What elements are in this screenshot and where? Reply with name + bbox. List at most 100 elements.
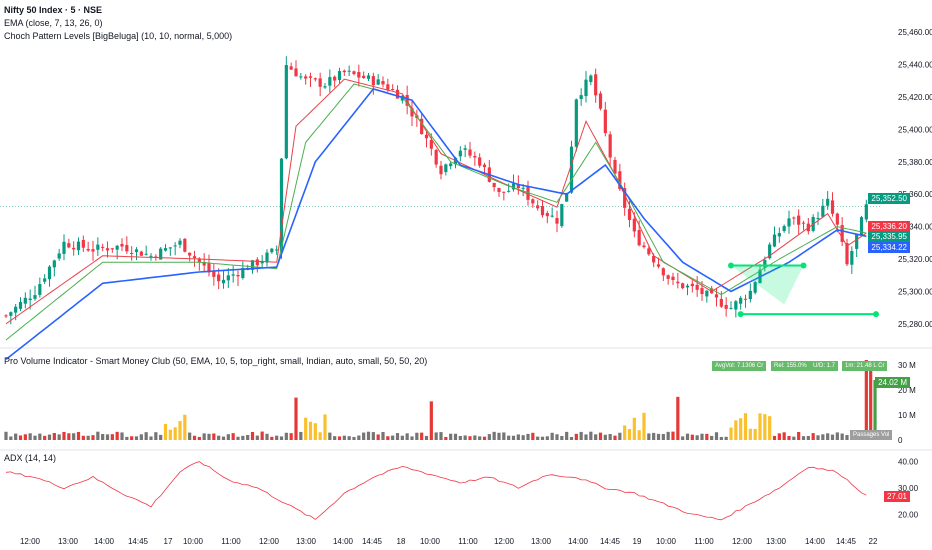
volume-bar — [734, 420, 738, 440]
volume-bar — [255, 435, 259, 440]
volume-bar — [231, 433, 235, 440]
candle — [565, 192, 569, 202]
candle — [76, 241, 81, 251]
volume-bar — [163, 423, 168, 440]
volume-bar — [96, 431, 100, 440]
volume-pane[interactable] — [4, 360, 877, 440]
candle — [304, 76, 308, 79]
volume-bar — [676, 396, 680, 440]
volume-bar — [521, 435, 525, 440]
volume-bar — [569, 436, 574, 440]
candle — [265, 252, 269, 263]
volume-bar — [33, 435, 37, 440]
candle — [207, 263, 211, 273]
candle — [714, 294, 719, 298]
volume-bar — [139, 434, 143, 440]
volume-bar — [376, 434, 380, 440]
candle — [434, 149, 438, 165]
time-axis-tick: 12:00 — [732, 537, 753, 546]
candle — [816, 217, 820, 219]
volume-bar — [797, 431, 801, 440]
candle — [656, 264, 661, 267]
price-axis-tick: 25,280.00 — [898, 320, 932, 329]
volume-bar — [357, 435, 361, 440]
volume-bar — [758, 413, 762, 440]
candle — [743, 298, 748, 300]
volume-bar — [420, 432, 424, 440]
candle — [323, 86, 327, 88]
volume-bar — [666, 431, 670, 440]
adx-badge: 27.01 — [883, 491, 910, 502]
volume-bar — [14, 433, 18, 440]
candle — [134, 249, 139, 253]
volume-bar — [777, 433, 781, 440]
candle — [787, 218, 791, 227]
candle — [681, 283, 685, 289]
candle — [212, 271, 216, 277]
volume-bar — [125, 436, 129, 440]
price-axis-tick: 25,400.00 — [898, 125, 932, 134]
volume-bar — [134, 436, 139, 440]
time-axis-tick: 14:45 — [362, 537, 383, 546]
volume-bar — [23, 434, 27, 440]
ema-slow-badge: 25,334.22 — [868, 242, 910, 253]
volume-bar — [768, 416, 772, 440]
candle — [391, 88, 395, 90]
volume-bar — [43, 435, 47, 440]
ema-legend[interactable]: EMA (close, 7, 13, 26, 0) — [4, 18, 103, 28]
volume-bar — [690, 434, 694, 440]
candle — [550, 215, 554, 217]
adx-pane[interactable] — [5, 461, 867, 521]
volume-bar — [637, 430, 641, 440]
volume-bar — [192, 435, 197, 440]
volume-bar — [284, 432, 288, 440]
candle — [521, 187, 525, 189]
candle — [120, 243, 124, 247]
candle — [279, 158, 284, 252]
volume-bar — [826, 433, 830, 440]
candle — [270, 248, 274, 253]
candle — [424, 134, 429, 139]
volume-bar — [304, 417, 308, 440]
candle — [47, 266, 52, 280]
candle — [192, 256, 197, 258]
ema-mid-badge: 25,335.95 — [868, 231, 910, 242]
candle — [850, 251, 854, 265]
candle — [347, 70, 351, 72]
choch-legend[interactable]: Choch Pattern Levels [BigBeluga] (10, 10… — [4, 31, 233, 41]
candle — [62, 241, 66, 254]
volume-bar — [371, 432, 375, 440]
vol-table-ud: U/D: 1.7 — [810, 361, 839, 371]
candle — [236, 275, 240, 277]
volume-bar — [188, 432, 192, 440]
volume-axis-tick: 30 M — [898, 361, 916, 370]
candle — [9, 312, 13, 316]
candle — [371, 76, 375, 86]
candle — [478, 157, 482, 166]
volume-bar — [613, 435, 617, 440]
volume-bar — [647, 433, 651, 440]
candle — [584, 79, 588, 97]
choch-levels — [728, 262, 879, 318]
time-axis-tick: 14:45 — [128, 537, 149, 546]
candle — [275, 249, 279, 251]
volume-bar — [840, 433, 844, 440]
volume-bar — [168, 429, 172, 440]
volume-indicator-legend[interactable]: Pro Volume Indicator - Smart Money Club … — [4, 356, 428, 366]
volume-bar — [608, 433, 612, 440]
volume-bar — [763, 414, 767, 440]
volume-bar — [623, 425, 627, 440]
candle — [671, 276, 675, 280]
adx-legend[interactable]: ADX (14, 14) — [4, 453, 57, 463]
candle — [139, 251, 143, 256]
candle — [603, 109, 607, 134]
candle — [342, 70, 346, 73]
symbol-title[interactable]: Nifty 50 Index · 5 · NSE — [4, 5, 103, 15]
ema-fast-badge: 25,336.20 — [868, 221, 910, 232]
time-axis-tick: 17 — [164, 537, 173, 546]
candle — [661, 268, 665, 276]
volume-bar — [52, 433, 56, 440]
volume-bar — [279, 436, 284, 440]
volume-bar — [652, 432, 656, 440]
